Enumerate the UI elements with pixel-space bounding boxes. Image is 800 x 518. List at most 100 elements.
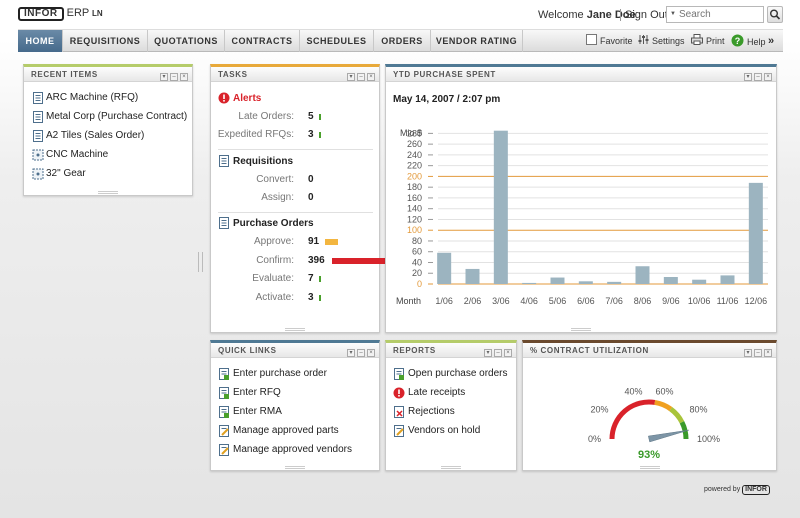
main-nav: HOME REQUISITIONS QUOTATIONS CONTRACTS S… — [18, 29, 783, 52]
purchase_orders-metric-value[interactable]: 7 — [308, 273, 314, 284]
alert-icon — [393, 387, 405, 404]
new-document-icon — [218, 368, 230, 385]
recent-item-label: 32" Gear — [46, 168, 86, 179]
favorite-label: Favorite — [600, 36, 633, 46]
panel-menu-icon[interactable]: ▾ — [347, 349, 355, 357]
tab-schedules[interactable]: SCHEDULES — [300, 30, 374, 52]
minimize-icon[interactable]: – — [494, 349, 502, 357]
new-document-icon — [218, 387, 230, 404]
bar-9-06[interactable] — [663, 277, 678, 284]
bar-7-06[interactable] — [607, 281, 622, 284]
bar-5-06[interactable] — [550, 277, 565, 284]
tab-home[interactable]: HOME — [18, 30, 63, 52]
purchase_orders-metric-value[interactable]: 3 — [308, 291, 314, 303]
bar-10-06[interactable] — [692, 279, 707, 284]
requisitions-metric-label: Assign: — [261, 192, 294, 203]
search-box[interactable]: ▼ — [666, 6, 764, 23]
contract-utilization-panel: % CONTRACT UTILIZATION ▾ – × 0% 20% 40% 60% 80… — [522, 340, 777, 471]
minimize-icon[interactable]: – — [754, 73, 762, 81]
infor-logo[interactable]: INFOR ERP LN — [18, 7, 103, 21]
expand-chevron-icon[interactable]: » — [768, 35, 775, 47]
sign-out-link[interactable]: Sign Out — [620, 9, 668, 21]
bar-3-06[interactable] — [493, 130, 508, 284]
bar-1-06[interactable] — [437, 252, 452, 284]
bar-6-06[interactable] — [578, 281, 593, 284]
x-tick-label: 7/06 — [605, 296, 623, 306]
panel-menu-icon[interactable]: ▾ — [160, 73, 168, 81]
recent-item-label: CNC Machine — [46, 149, 109, 160]
tab-orders[interactable]: ORDERS — [374, 30, 431, 52]
ytd-purchase-panel: YTD PURCHASE SPENT ▾ – × May 14, 2007 / 2:… — [385, 64, 777, 333]
close-icon[interactable]: × — [504, 349, 512, 357]
minimize-icon[interactable]: – — [357, 73, 365, 81]
close-icon[interactable]: × — [764, 349, 772, 357]
panel-menu-icon[interactable]: ▾ — [744, 349, 752, 357]
document-icon — [32, 92, 44, 109]
close-icon[interactable]: × — [367, 349, 375, 357]
y-tick-label: 40 — [412, 257, 422, 267]
edit-document-icon — [393, 425, 405, 442]
purchase_orders-metric-label: Confirm: — [256, 254, 294, 266]
x-tick-label: 9/06 — [662, 296, 680, 306]
resize-grip[interactable] — [571, 328, 591, 331]
ytd-bar-chart: Mio $ 02040608010012014016018020022024026… — [396, 128, 768, 306]
search-scope-dropdown-icon[interactable]: ▼ — [670, 11, 676, 17]
y-tick-label: 160 — [407, 193, 422, 203]
search-input[interactable] — [679, 8, 761, 21]
tab-contracts[interactable]: CONTRACTS — [225, 30, 300, 52]
close-icon[interactable]: × — [180, 73, 188, 81]
bar-8-06[interactable] — [635, 266, 650, 284]
purchase_orders-metric-label: Approve: — [253, 236, 294, 247]
search-icon — [770, 9, 781, 20]
settings-button[interactable]: Settings — [638, 34, 685, 48]
y-tick-label: 240 — [407, 150, 422, 160]
close-icon[interactable]: × — [764, 73, 772, 81]
panel-menu-icon[interactable]: ▾ — [484, 349, 492, 357]
resize-grip[interactable] — [285, 328, 305, 331]
bar-11-06[interactable] — [720, 275, 735, 284]
resize-grip[interactable] — [441, 466, 461, 469]
minimize-icon[interactable]: – — [357, 349, 365, 357]
panel-menu-icon[interactable]: ▾ — [347, 73, 355, 81]
minimize-icon[interactable]: – — [170, 73, 178, 81]
y-tick-label: 180 — [407, 182, 422, 192]
purchase_orders-metric-label: Activate: — [255, 291, 294, 303]
panel-title: TASKS — [218, 70, 248, 79]
tab-requisitions[interactable]: REQUISITIONS — [63, 30, 148, 52]
new-document-icon — [393, 368, 405, 385]
alerts-metric-value[interactable]: 3 — [308, 129, 314, 140]
favorite-button[interactable]: Favorite — [586, 34, 633, 48]
help-button[interactable]: ? Help — [731, 34, 766, 48]
tab-vendor-rating[interactable]: VENDOR RATING — [431, 30, 523, 52]
purchase_orders-metric-value[interactable]: 91 — [308, 236, 320, 247]
print-button[interactable]: Print — [691, 34, 725, 48]
close-icon[interactable]: × — [367, 73, 375, 81]
edit-document-icon — [218, 444, 230, 461]
panel-header: % CONTRACT UTILIZATION ▾ – × — [523, 343, 776, 358]
search-button[interactable] — [767, 6, 783, 23]
panel-menu-icon[interactable]: ▾ — [744, 73, 752, 81]
alerts-metric-value[interactable]: 5 — [308, 111, 314, 122]
quick-link-label: Enter RFQ — [233, 387, 281, 398]
x-tick-label: 8/06 — [634, 296, 652, 306]
y-tick-label: 20 — [412, 268, 422, 278]
item-icon — [32, 149, 44, 166]
y-tick-label: 60 — [412, 247, 422, 257]
infor-logo-mark: INFOR — [18, 7, 64, 21]
bar-12-06[interactable] — [748, 182, 763, 284]
purchase_orders-metric-value[interactable]: 396 — [308, 254, 325, 266]
quick-links-panel: QUICK LINKS ▾ – × Enter purchase order Ente… — [210, 340, 380, 471]
bar-2-06[interactable] — [465, 268, 480, 284]
resize-grip[interactable] — [639, 466, 660, 469]
requisitions-metric-value[interactable]: 0 — [308, 192, 314, 203]
help-label: Help — [747, 36, 766, 47]
tab-quotations[interactable]: QUOTATIONS — [148, 30, 225, 52]
resize-grip[interactable] — [285, 466, 305, 469]
minimize-icon[interactable]: – — [754, 349, 762, 357]
resize-grip[interactable] — [98, 191, 118, 194]
requisitions-metric-value[interactable]: 0 — [308, 174, 314, 185]
bar-4-06[interactable] — [522, 282, 537, 284]
purchase_orders-metric-bar — [325, 239, 338, 245]
user-name: Jane Doe — [586, 9, 636, 21]
column-splitter[interactable] — [198, 252, 203, 272]
